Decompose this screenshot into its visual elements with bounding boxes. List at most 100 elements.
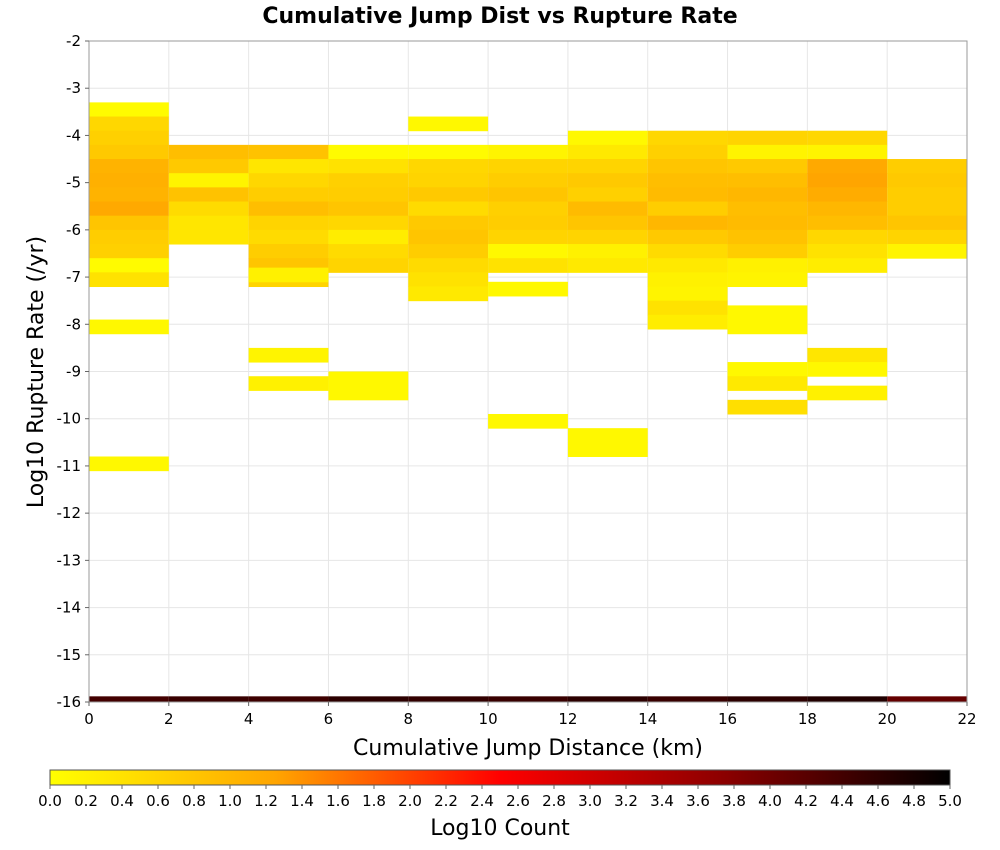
heatmap-cell	[727, 144, 808, 160]
colorbar-tick-label: 0.0	[38, 792, 62, 810]
x-tick-label: 2	[164, 710, 174, 728]
x-tick-label: 16	[718, 710, 737, 728]
heatmap-cell	[168, 187, 249, 203]
heatmap-cell	[727, 201, 808, 217]
heatmap-cell-bottom	[807, 696, 888, 702]
heatmap-cell	[488, 187, 568, 203]
y-tick-label: -13	[57, 551, 82, 569]
heatmap-cell	[408, 229, 489, 245]
heatmap-cell	[567, 258, 648, 273]
chart-title: Cumulative Jump Dist vs Rupture Rate	[262, 4, 737, 29]
x-tick-label: 0	[84, 710, 94, 728]
heatmap-cell	[89, 144, 169, 160]
heatmap-cell	[328, 215, 409, 231]
y-tick-label: -5	[66, 174, 81, 192]
heatmap-cell	[727, 159, 808, 174]
heatmap-cell	[807, 215, 888, 231]
colorbar-tick-label: 1.6	[326, 792, 350, 810]
colorbar-label: Log10 Count	[430, 816, 570, 841]
heatmap-cell	[567, 130, 648, 146]
heatmap-cell	[248, 215, 329, 231]
heatmap-cell	[567, 187, 648, 203]
heatmap-cell	[408, 258, 489, 273]
heatmap-cell	[328, 201, 409, 217]
heatmap-cell	[727, 319, 808, 335]
heatmap-cell	[89, 272, 169, 288]
heatmap-cell	[248, 229, 329, 245]
heatmap-cell	[89, 116, 169, 132]
heatmap-cell	[807, 385, 888, 401]
heatmap-cell	[807, 187, 888, 203]
heatmap-cell	[89, 102, 169, 118]
heatmap-cell	[807, 173, 888, 188]
y-tick-label: -16	[57, 693, 82, 711]
heatmap-cell	[89, 130, 169, 146]
heatmap-cell	[887, 229, 967, 245]
heatmap-cell	[567, 244, 648, 259]
heatmap-cell	[727, 376, 808, 391]
heatmap-cell	[647, 201, 728, 217]
heatmap-cell	[89, 319, 169, 335]
heatmap-cell	[488, 258, 568, 273]
colorbar-ticks: 0.0 0.2 0.4 0.6 0.8 1.0 1.2 1.4 1.6 1.8 2.0 2.2 2.4 2…	[38, 785, 962, 810]
heatmap-cell	[567, 442, 648, 457]
heatmap-cell	[887, 187, 967, 203]
heatmap-cell-bottom	[168, 696, 249, 702]
colorbar-tick-label: 1.4	[290, 792, 314, 810]
heatmap-cell	[168, 229, 249, 245]
heatmap-cell	[89, 215, 169, 231]
heatmap-cell	[647, 300, 728, 316]
colorbar-tick-label: 4.6	[866, 792, 890, 810]
y-tick-label: -6	[66, 221, 81, 239]
heatmap-cell	[647, 173, 728, 188]
heatmap-cell	[408, 244, 489, 259]
heatmap-cells	[89, 102, 967, 702]
heatmap-cell	[89, 456, 169, 472]
heatmap-cell	[488, 201, 568, 217]
heatmap-cell	[567, 201, 648, 217]
heatmap-cell	[248, 187, 329, 203]
colorbar-tick-label: 4.8	[902, 792, 926, 810]
heatmap-cell-bottom	[408, 696, 489, 702]
x-tick-label: 22	[957, 710, 976, 728]
heatmap-cell	[807, 258, 888, 273]
heatmap-cell	[567, 144, 648, 160]
colorbar-tick-label: 4.0	[758, 792, 782, 810]
heatmap-cell	[248, 173, 329, 188]
colorbar-tick-label: 4.4	[830, 792, 854, 810]
colorbar-tick-label: 2.6	[506, 792, 530, 810]
heatmap-cell	[647, 187, 728, 203]
heatmap-cell	[248, 201, 329, 217]
heatmap-cell	[807, 144, 888, 160]
heatmap-cell	[328, 173, 409, 188]
heatmap-cell-bottom	[727, 696, 808, 702]
heatmap-cell	[408, 159, 489, 174]
heatmap-cell	[328, 244, 409, 259]
heatmap-cell	[647, 244, 728, 259]
heatmap-cell	[328, 159, 409, 174]
colorbar-tick-label: 5.0	[938, 792, 962, 810]
heatmap-cell	[647, 130, 728, 146]
x-tick-label: 8	[403, 710, 413, 728]
x-tick-label: 4	[244, 710, 254, 728]
heatmap-cell	[807, 362, 888, 377]
heatmap-cell	[887, 244, 967, 259]
heatmap-cell	[168, 159, 249, 174]
heatmap-cell	[647, 314, 728, 330]
heatmap-cell	[488, 281, 568, 297]
heatmap-cell	[488, 229, 568, 245]
x-tick-label: 6	[324, 710, 334, 728]
colorbar-tick-label: 3.6	[686, 792, 710, 810]
colorbar-tick-label: 2.4	[470, 792, 494, 810]
x-tick-label: 20	[878, 710, 897, 728]
colorbar-tick-label: 3.0	[578, 792, 602, 810]
heatmap-cell	[89, 173, 169, 188]
heatmap-cell	[567, 215, 648, 231]
colorbar-tick-label: 0.8	[182, 792, 206, 810]
y-tick-label: -15	[57, 646, 82, 664]
heatmap-cell	[567, 159, 648, 174]
heatmap-cell	[248, 347, 329, 363]
heatmap-cell	[727, 272, 808, 288]
heatmap-cell	[887, 201, 967, 217]
heatmap-cell	[488, 159, 568, 174]
